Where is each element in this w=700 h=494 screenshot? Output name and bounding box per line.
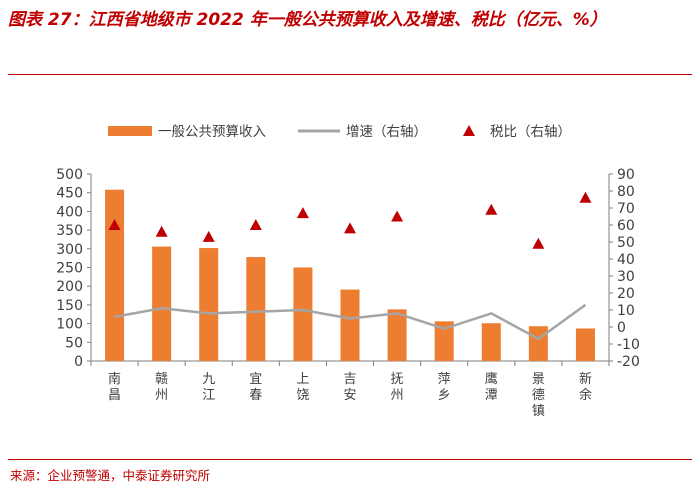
x-axis-label-新余: 新余 bbox=[579, 371, 592, 403]
legend-label-tax-ratio: 税比（右轴） bbox=[490, 124, 571, 140]
bar-吉安 bbox=[340, 289, 360, 361]
left-axis-tick-label: 150 bbox=[56, 298, 83, 314]
tax-ratio-marker-赣州 bbox=[155, 225, 168, 237]
chart-legend: 一般公共预算收入 增速（右轴） 税比（右轴） bbox=[108, 124, 571, 140]
right-axis-tick-label: -20 bbox=[617, 354, 640, 370]
x-axis-label-上饶: 上饶 bbox=[296, 372, 309, 403]
legend-label-growth: 增速（右轴） bbox=[346, 124, 427, 140]
bar-南昌 bbox=[105, 189, 125, 361]
chart-axes: 050100150200250300350400450500-20-100102… bbox=[56, 167, 640, 370]
x-axis-label-赣州: 赣州 bbox=[155, 372, 168, 403]
right-axis-tick-label: 60 bbox=[617, 218, 635, 234]
tax-ratio-marker-景德镇 bbox=[532, 237, 545, 249]
x-axis-label-南昌: 南昌 bbox=[108, 371, 121, 403]
title-divider bbox=[8, 74, 692, 75]
bar-鹰潭 bbox=[481, 323, 501, 361]
x-axis-label-抚州: 抚州 bbox=[391, 372, 404, 403]
tax-ratio-marker-抚州 bbox=[391, 210, 404, 222]
tax-ratio-marker-吉安 bbox=[344, 222, 356, 234]
tax-ratio-marker-南昌 bbox=[108, 219, 121, 230]
bar-景德镇 bbox=[528, 326, 548, 361]
tax-ratio-marker-新余 bbox=[579, 191, 592, 203]
chart-title: 图表 27：江西省地级市 2022 年一般公共预算收入及增速、税比（亿元、%） bbox=[8, 10, 607, 30]
bar-series bbox=[105, 189, 595, 361]
right-axis-tick-label: 40 bbox=[617, 252, 635, 268]
tax-ratio-marker-九江 bbox=[202, 230, 215, 242]
bar-萍乡 bbox=[434, 321, 454, 361]
tax-ratio-marker-上饶 bbox=[296, 207, 309, 219]
left-axis-tick-label: 0 bbox=[74, 354, 83, 370]
source-note: 来源：企业预警通，中泰证券研究所 bbox=[10, 468, 211, 483]
bar-宜春 bbox=[246, 257, 266, 361]
left-axis-tick-label: 250 bbox=[56, 261, 83, 277]
right-axis-tick-label: 0 bbox=[617, 320, 626, 336]
left-axis-tick-label: 300 bbox=[56, 242, 83, 258]
left-axis-tick-label: 200 bbox=[56, 279, 83, 295]
bar-九江 bbox=[199, 248, 219, 361]
scatter-series bbox=[108, 191, 592, 249]
right-axis-tick-label: 70 bbox=[617, 201, 635, 217]
left-axis-tick-label: 500 bbox=[56, 167, 83, 183]
bar-新余 bbox=[575, 328, 595, 361]
x-axis-label-鹰潭: 鹰潭 bbox=[485, 371, 498, 403]
left-axis-tick-label: 450 bbox=[56, 186, 83, 202]
x-axis-label-景德镇: 景德镇 bbox=[532, 372, 545, 419]
legend-label-revenue: 一般公共预算收入 bbox=[158, 124, 266, 140]
right-axis-tick-label: 90 bbox=[617, 167, 635, 183]
left-axis-tick-label: 50 bbox=[65, 335, 83, 351]
left-axis-tick-label: 100 bbox=[56, 317, 83, 333]
legend-swatch-revenue bbox=[108, 126, 152, 136]
tax-ratio-marker-鹰潭 bbox=[485, 203, 498, 215]
left-axis-tick-label: 400 bbox=[56, 204, 83, 220]
right-axis-tick-label: -10 bbox=[617, 337, 640, 353]
right-axis-tick-label: 20 bbox=[617, 286, 635, 302]
x-axis-label-萍乡: 萍乡 bbox=[438, 372, 451, 403]
bar-抚州 bbox=[387, 309, 407, 361]
x-axis-label-宜春: 宜春 bbox=[249, 372, 262, 403]
right-axis-tick-label: 10 bbox=[617, 303, 635, 319]
left-axis-tick-label: 350 bbox=[56, 223, 83, 239]
x-axis-label-吉安: 吉安 bbox=[343, 372, 356, 403]
bar-上饶 bbox=[293, 267, 313, 361]
right-axis-tick-label: 50 bbox=[617, 235, 635, 251]
bar-赣州 bbox=[152, 246, 172, 361]
source-divider bbox=[8, 459, 692, 460]
x-axis-label-九江: 九江 bbox=[202, 372, 215, 403]
right-axis-tick-label: 80 bbox=[617, 184, 635, 200]
line-series bbox=[114, 303, 587, 341]
right-axis-tick-label: 30 bbox=[617, 269, 635, 285]
x-axis-labels: 南昌 赣州 九江 宜春 上饶 吉安 抚州 萍乡 鹰潭 景德镇 新余 bbox=[108, 371, 592, 419]
tax-ratio-marker-宜春 bbox=[249, 219, 262, 230]
legend-swatch-tax-ratio bbox=[463, 125, 475, 136]
